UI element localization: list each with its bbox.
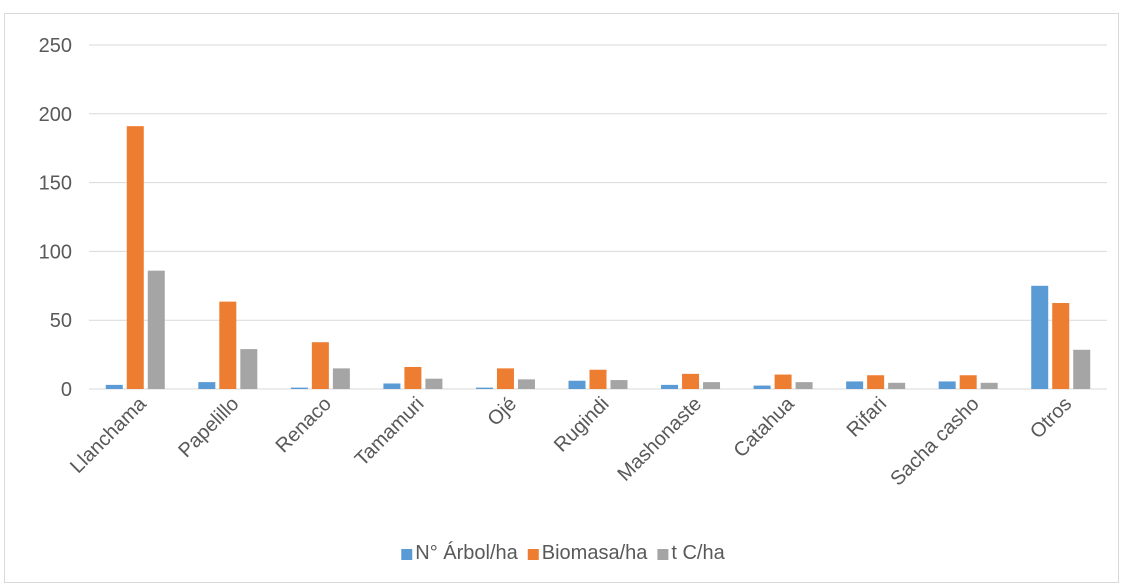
bar-tamamuri-series-1 [383,383,401,389]
legend-label: N° Árbol/ha [415,541,518,564]
legend-swatch [401,549,413,560]
bar-tamamuri-series-3 [425,378,443,389]
x-tick-label: Mashonaste [613,393,706,486]
y-tick-label: 0 [61,379,72,401]
bar-rifari-series-1 [846,381,864,389]
bar-oj--series-1 [475,387,493,389]
x-axis-labels: Llanchama Papelillo Renaco Tamamuri Ojé Rugin… [66,392,1076,490]
bar-renaco-series-2 [311,342,329,389]
bar-papelillo-series-3 [240,349,258,389]
legend-swatch [527,549,539,560]
bar-otros-series-2 [1052,303,1070,389]
bar-rugindi-series-2 [589,369,607,389]
bar-sacha-casho-series-2 [959,375,977,389]
bar-rifari-series-2 [867,375,885,389]
legend-item-1: N° Árbol/ha [401,541,519,564]
y-axis-labels: 0 50 100 150 200 250 [39,35,72,401]
x-tick-label: Catahua [730,392,800,462]
bar-papelillo-series-1 [198,382,216,389]
legend-item-2: Biomasa/ha [527,542,648,564]
bar-oj--series-2 [496,368,514,389]
bar-mashonaste-series-1 [661,384,679,389]
x-tick-label: Rugindi [550,393,614,457]
bar-catahua-series-1 [753,385,771,389]
gridlines [89,44,1107,390]
bar-mashonaste-series-3 [703,382,721,389]
bar-catahua-series-2 [774,374,792,389]
x-tick-label: Sacha casho [886,393,983,490]
bar-mashonaste-series-2 [682,373,700,389]
bar-catahua-series-3 [795,382,813,389]
bar-renaco-series-3 [332,368,350,389]
x-tick-label: Rifari [843,393,892,442]
bar-llanchama-series-2 [126,126,144,390]
legend-label: t C/ha [671,542,725,564]
bar-renaco-series-1 [290,387,308,389]
bar-sacha-casho-series-1 [938,381,956,389]
bar-sacha-casho-series-3 [980,382,998,389]
x-tick-label: Papelillo [174,393,243,462]
legend: N° Árbol/ha Biomasa/ha t C/ha [401,541,726,564]
x-tick-label: Ojé [483,393,521,431]
bar-rugindi-series-3 [610,380,628,389]
chart-frame [4,13,1119,583]
y-tick-label: 150 [39,173,72,195]
bar-otros-series-3 [1073,349,1091,389]
bar-llanchama-series-1 [105,384,123,389]
y-tick-label: 250 [39,35,72,57]
legend-label: Biomasa/ha [542,542,648,564]
bars [105,126,1091,390]
y-tick-label: 200 [39,104,72,126]
x-tick-label: Tamamuri [351,393,429,471]
x-tick-label: Llanchama [66,392,151,477]
y-tick-label: 100 [39,241,72,263]
bar-llanchama-series-3 [147,270,165,389]
y-tick-label: 50 [50,310,72,332]
legend-item-3: t C/ha [657,542,726,564]
legend-swatch [657,549,669,560]
bar-otros-series-1 [1031,285,1049,389]
bar-tamamuri-series-2 [404,366,422,389]
bar-papelillo-series-2 [219,301,237,389]
bar-rugindi-series-1 [568,380,586,389]
x-tick-label: Otros [1026,393,1076,443]
x-tick-label: Renaco [272,393,336,457]
bar-rifari-series-3 [888,382,906,389]
bar-oj--series-3 [517,379,535,389]
